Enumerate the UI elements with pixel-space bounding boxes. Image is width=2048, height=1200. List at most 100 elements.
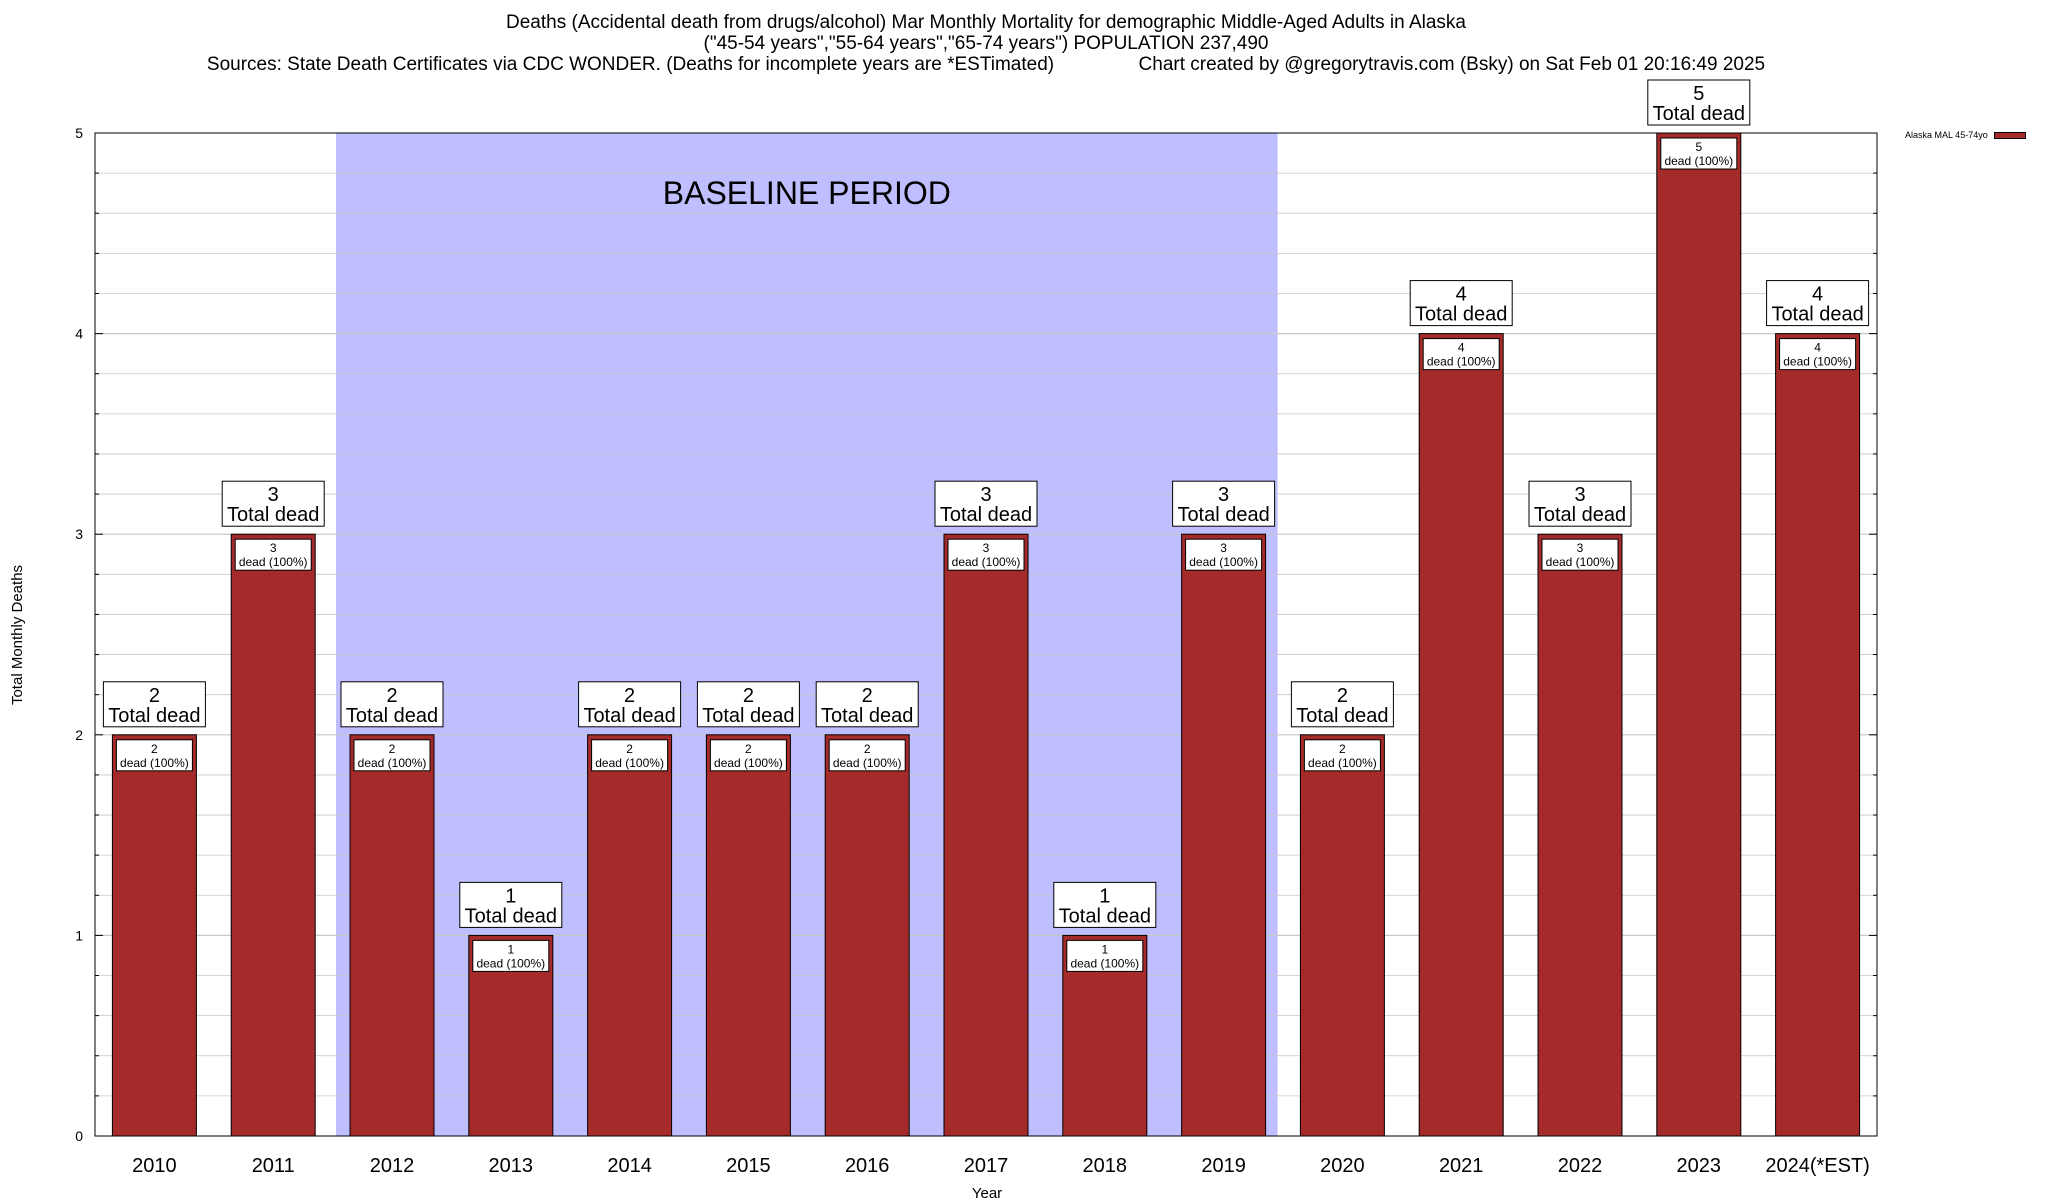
y-axis-ticks: 0 1 2 3 4 5 [75,125,1877,1144]
bar-inner-value-label: 1 [507,942,514,956]
x-tick-label: 2014 [607,1155,652,1177]
bar-total-label-box [1172,480,1276,527]
x-tick-label: 2018 [1083,1155,1128,1177]
bar-total-value-label: 2 [862,685,873,707]
bar-inner-value-label: 4 [1814,341,1821,355]
bar-total-value-label: 4 [1456,284,1467,306]
bar-total-value-label: 5 [1693,83,1704,105]
bar-inner-value-label: 5 [1695,140,1702,154]
bar-inner-label-box [591,739,669,772]
bar-inner-text-label: dead (100%) [1189,555,1258,569]
x-tick-label: 2021 [1439,1155,1484,1177]
bar-total-text-label: Total dead [940,504,1032,526]
bar-inner-text-label: dead (100%) [952,555,1021,569]
bar-total-label-box [815,681,919,728]
bar-total-label-box [1053,881,1157,928]
bar-total-value-label: 2 [386,685,397,707]
x-tick-label: 2015 [726,1155,771,1177]
x-tick-label: 2023 [1677,1155,1722,1177]
bar-inner-label-box [1303,739,1381,772]
bar-inner-text-label: dead (100%) [833,756,902,770]
bar-inner-text-label: dead (100%) [1427,355,1496,369]
legend: Alaska MAL 45-74yo [1905,130,2026,140]
y-axis-title: Total Monthly Deaths [9,565,26,705]
bar [587,734,673,1137]
bar-total-label-box [221,480,325,527]
x-axis-ticks: 2010 2011 2012 2013 2014 2015 2016 2017 2018 2019… [132,1155,1870,1177]
bar-total-value-label: 2 [743,685,754,707]
chart-subtitle: ("45-54 years","55-64 years","65-74 year… [703,33,1269,54]
bar-total-text-label: Total dead [1653,103,1745,125]
bar-total-label-box [102,681,206,728]
bar-total-text-label: Total dead [1415,304,1507,326]
bar-inner-value-label: 2 [151,742,158,756]
bar-total-text-label: Total dead [1059,905,1151,927]
x-tick-label: 2017 [964,1155,1009,1177]
bar [1299,734,1385,1137]
bar-inner-text-label: dead (100%) [595,756,664,770]
bar-inner-value-label: 2 [626,742,633,756]
bar-inner-value-label: 1 [1101,942,1108,956]
bar [1656,132,1742,1137]
bar-inner-label-box [1541,538,1619,571]
bar-total-label-box [1290,681,1394,728]
y-tick-label: 3 [75,526,83,542]
bar-inner-text-label: dead (100%) [714,756,783,770]
y-tick-label: 0 [75,1128,83,1144]
bar-total-text-label: Total dead [346,705,438,727]
bar-total-text-label: Total dead [108,705,200,727]
bar-total-text-label: Total dead [702,705,794,727]
bar [1181,533,1267,1137]
bar-total-value-label: 2 [149,685,160,707]
bar-total-label-box [1528,480,1632,527]
bar-inner-value-label: 2 [745,742,752,756]
legend-swatch [1993,132,2026,140]
bar-inner-label-box [234,538,312,571]
bar-inner-value-label: 2 [389,742,396,756]
bar-total-value-label: 3 [980,484,991,506]
bar-inner-label-box [1660,137,1738,170]
bar-inner-text-label: dead (100%) [239,555,308,569]
bar-total-label-box [340,681,444,728]
bar-inner-label-box [947,538,1025,571]
bar-inner-label-box [1422,338,1500,371]
bar-total-value-label: 3 [1218,484,1229,506]
bar-total-text-label: Total dead [583,705,675,727]
bar-total-label-box [578,681,682,728]
plot-frame [94,132,1878,1137]
bar [111,734,197,1137]
x-tick-label: 2019 [1201,1155,1246,1177]
chart-title: Deaths (Accidental death from drugs/alco… [506,12,1466,33]
bar-total-text-label: Total dead [1534,504,1626,526]
x-tick-label: 2016 [845,1155,890,1177]
bar-inner-label-box [1066,939,1144,972]
bar-total-label-box [1409,280,1513,327]
x-tick-label: 2024(*EST) [1765,1155,1870,1177]
x-tick-label: 2020 [1320,1155,1365,1177]
x-tick-label: 2010 [132,1155,177,1177]
bar-total-value-label: 2 [624,685,635,707]
x-tick-label: 2012 [370,1155,415,1177]
bar-total-value-label: 3 [1574,484,1585,506]
bar-inner-text-label: dead (100%) [1664,154,1733,168]
bar-total-label-box [459,881,563,928]
bar-total-text-label: Total dead [1296,705,1388,727]
chart-title-block: Deaths (Accidental death from drugs/alco… [0,12,1972,75]
bar [824,734,910,1137]
bar [943,533,1029,1137]
bar-total-text-label: Total dead [465,905,557,927]
bar-inner-value-label: 3 [983,541,990,555]
bar [705,734,791,1137]
bar-inner-text-label: dead (100%) [1546,555,1615,569]
